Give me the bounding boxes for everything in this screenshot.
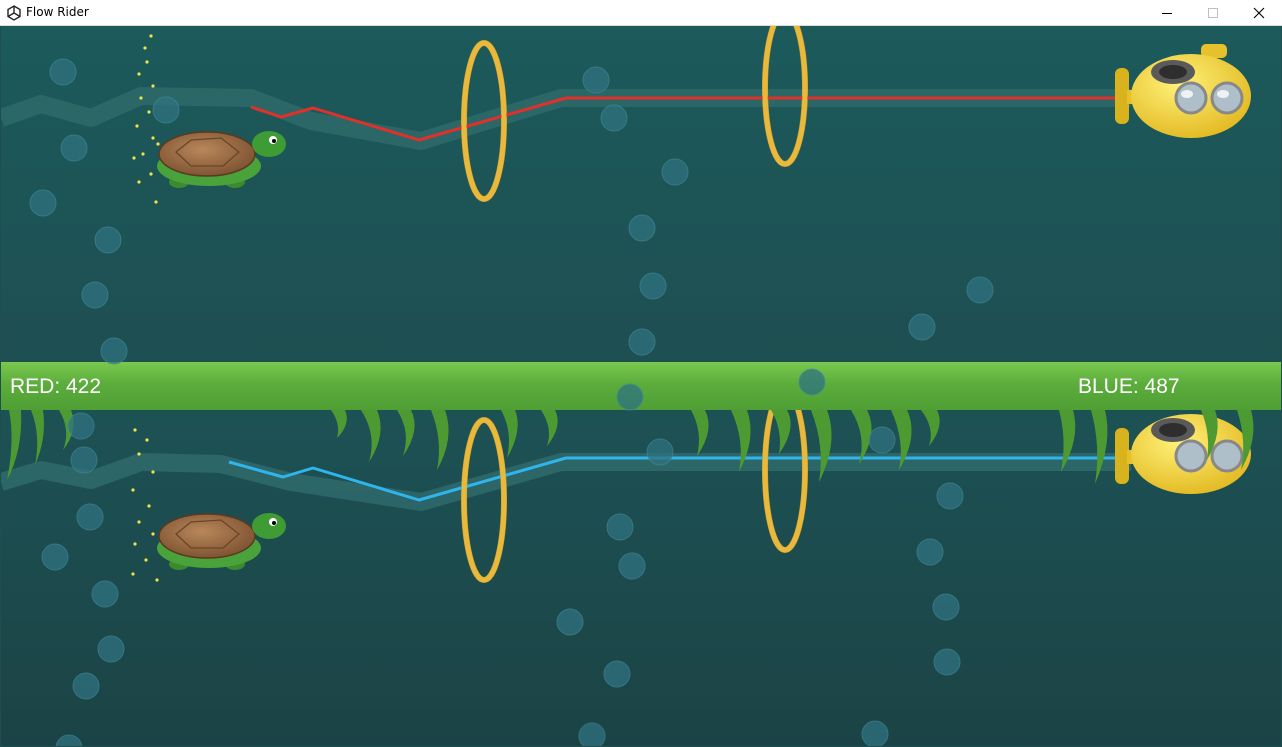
gold-ring	[762, 410, 808, 553]
bubble-trail	[131, 428, 159, 582]
blue-lane	[1, 410, 1281, 746]
red-score: RED: 422	[10, 375, 102, 398]
blue-lane-scene	[1, 410, 1281, 746]
gold-ring	[461, 417, 507, 583]
maximize-button[interactable]	[1190, 0, 1236, 26]
bubble-trail	[132, 34, 160, 204]
title-bar: Flow Rider	[0, 0, 1282, 26]
gold-ring	[762, 26, 808, 167]
blue-score: BLUE: 487	[1078, 375, 1180, 398]
flow-track	[1, 453, 1131, 511]
red-lane-scene	[1, 26, 1281, 362]
minimize-button[interactable]	[1144, 0, 1190, 26]
gold-ring	[461, 40, 507, 202]
red-lane	[1, 26, 1281, 362]
close-button[interactable]	[1236, 0, 1282, 26]
blue-submarine	[1115, 414, 1251, 494]
blue-turtle	[157, 513, 286, 570]
game-canvas[interactable]: RED: 422 BLUE: 487	[1, 26, 1281, 746]
maximize-icon	[1208, 8, 1218, 18]
minimize-icon	[1162, 13, 1172, 14]
window-title: Flow Rider	[26, 5, 89, 19]
close-icon	[1253, 7, 1265, 19]
red-turtle	[157, 131, 286, 188]
unity-icon	[7, 5, 21, 21]
red-submarine	[1115, 44, 1251, 138]
red-path-line	[250, 96, 1121, 142]
